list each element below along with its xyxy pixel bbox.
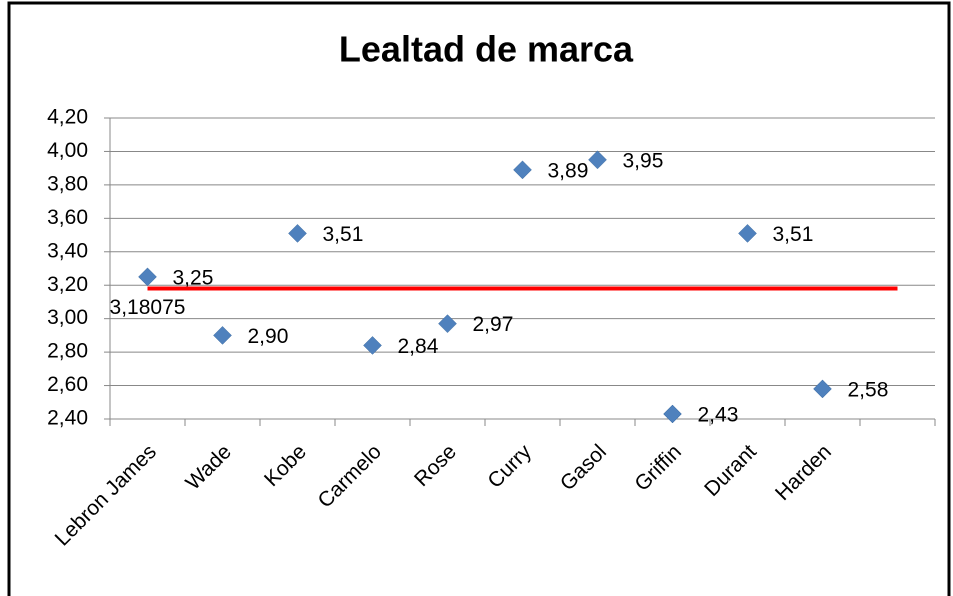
x-tick-label: Carmelo [314,440,386,512]
y-tick-label: 3,60 [47,206,88,229]
data-label: 3,51 [773,223,814,246]
x-tick-label: Lebron James [51,440,161,550]
data-label: 2,58 [848,378,889,401]
marker [813,379,832,399]
marker [438,314,457,334]
y-tick-label: 3,80 [47,172,88,195]
data-label: 2,84 [398,335,439,358]
marker [663,404,682,424]
data-label: 3,25 [173,266,214,289]
marker [738,224,757,243]
reference-label: 3,18075 [110,296,186,319]
y-tick-label: 3,40 [47,239,88,262]
marker [138,267,157,287]
data-label: 3,95 [623,149,664,172]
x-tick-label: Harden [771,440,836,505]
y-tick-label: 4,00 [47,139,88,162]
x-tick-label: Wade [181,440,236,495]
y-tick-label: 2,80 [47,340,88,363]
y-tick-label: 3,20 [47,273,88,296]
x-tick-label: Griffin [630,440,686,496]
marker [513,160,532,180]
x-tick-label: Rose [410,440,461,491]
marker [363,336,382,355]
y-tick-label: 4,20 [47,106,88,129]
marker [213,326,232,345]
x-tick-label: Kobe [260,440,311,491]
x-tick-label: Gasol [556,440,611,495]
data-label: 3,89 [548,159,589,182]
y-tick-label: 2,60 [47,373,88,396]
y-tick-label: 3,00 [47,306,88,329]
marker [588,150,607,170]
data-label: 2,43 [698,404,739,427]
x-tick-label: Durant [700,440,761,501]
data-label: 3,51 [323,223,364,246]
marker [288,224,307,243]
y-tick-label: 2,40 [47,407,88,430]
x-tick-label: Curry [483,440,536,493]
chart-title: Lealtad de marca [339,29,634,70]
chart-frame [7,1,951,596]
data-label: 2,97 [473,313,514,336]
data-label: 2,90 [248,325,289,348]
